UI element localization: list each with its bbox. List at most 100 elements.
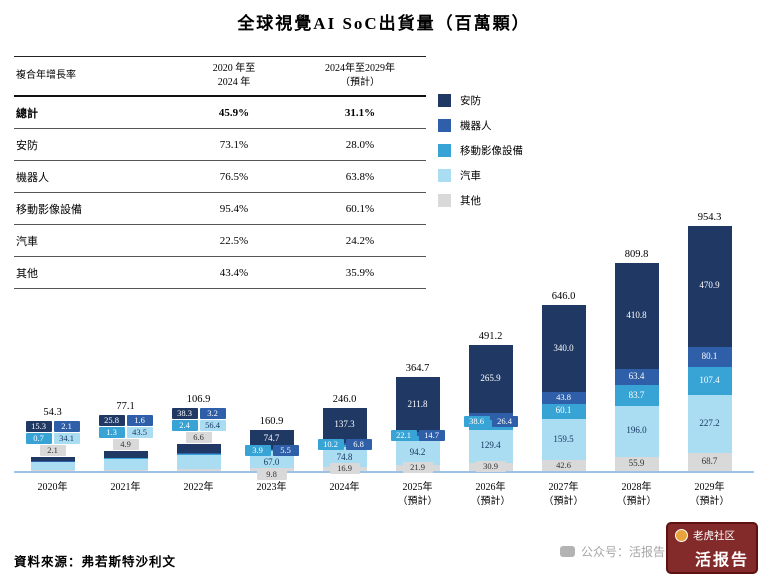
table-header-row: 複合年增長率 2020 年至 2024 年 2024年至2029年 （預計） (14, 57, 426, 97)
bar-segment (30, 457, 75, 461)
segment-label: 80.1 (701, 351, 718, 362)
x-axis-label: 2021年 (110, 482, 141, 493)
bar-segment (176, 469, 221, 471)
segment-label: 43.8 (548, 392, 579, 404)
x-axis-label: 2029年 （預計） (689, 482, 730, 507)
segment-label: 3.2 (199, 407, 226, 419)
table-cell: 43.4% (219, 266, 249, 279)
table-row: 其他 43.4% 35.9% (14, 257, 426, 289)
segment-label: 1.3 (98, 427, 125, 439)
table-cell: 63.8% (345, 170, 375, 183)
bar-segment (322, 407, 367, 444)
x-axis-label: 2024年 (329, 482, 360, 493)
watermark-badge: 公众号：活报告 (560, 543, 665, 560)
bar-segment (541, 403, 586, 420)
bar-segment (176, 443, 221, 454)
x-axis-label: 2028年 （預計） (616, 482, 657, 507)
bar-segment (468, 419, 513, 430)
legend-swatch (438, 144, 451, 157)
bar-segment (468, 429, 513, 464)
legend-item: 汽車 (438, 163, 523, 188)
x-axis-label: 2027年 （預計） (543, 482, 584, 507)
bar-segment (687, 395, 732, 454)
legend-item: 移動影像設備 (438, 138, 523, 163)
table-row: 安防 73.1% 28.0% (14, 129, 426, 161)
segment-label: 94.2 (409, 447, 426, 458)
bar-segment (30, 461, 75, 471)
segment-label: 38.6 (463, 415, 490, 427)
bar-total-label: 160.9 (259, 415, 284, 427)
table-cell: 35.9% (345, 266, 375, 279)
segment-label: 2.1 (39, 445, 66, 457)
bar-total-label: 646.0 (551, 291, 576, 303)
x-axis-label: 2023年 (256, 482, 287, 493)
table-header-2020-2024: 2020 年至 2024 年 (212, 63, 256, 88)
segment-label: 3.9 (244, 444, 271, 456)
legend: 安防 機器人 移動影像設備 汽車 其他 (438, 88, 523, 213)
table-row: 移動影像設備 95.4% 60.1% (14, 193, 426, 225)
table-cell: 移動影像設備 (16, 203, 82, 216)
table-row: 總計 45.9% 31.1% (14, 97, 426, 129)
bar-segment (176, 454, 221, 455)
table-cell: 22.5% (219, 234, 249, 247)
segment-label: 25.8 (98, 415, 125, 427)
segment-label: 211.8 (407, 398, 428, 409)
segment-label: 6.6 (185, 431, 212, 443)
cagr-table: 複合年增長率 2020 年至 2024 年 2024年至2029年 （預計） 總… (14, 56, 426, 289)
legend-label: 安防 (460, 96, 481, 107)
segment-label: 5.5 (272, 444, 299, 456)
stamp-line1: 老虎社区 (693, 530, 735, 542)
segment-label: 43.5 (126, 427, 153, 439)
bar-segment (614, 384, 659, 407)
segment-label: 470.9 (699, 280, 720, 291)
bar-segment (395, 435, 440, 442)
bar-total-label: 809.8 (624, 249, 649, 261)
table-cell: 汽車 (16, 235, 38, 248)
bar-total-label: 54.3 (43, 407, 62, 419)
bar-segment (468, 344, 513, 414)
segment-label: 30.9 (475, 461, 506, 473)
bar-segment (687, 367, 732, 396)
segment-label: 6.8 (345, 439, 372, 451)
segment-label: 67.0 (263, 457, 280, 468)
segment-label: 129.4 (480, 440, 501, 451)
bar-segment (614, 368, 659, 385)
table-cell: 其他 (16, 267, 38, 280)
stamp-top-row: 老虎社区 (675, 528, 749, 543)
segment-label: 410.8 (626, 309, 647, 320)
bar-segment (322, 443, 367, 445)
bar-segment (395, 431, 440, 436)
segment-label: 10.2 (317, 439, 344, 451)
segment-label: 16.9 (329, 463, 360, 475)
bar-segment (322, 444, 367, 448)
legend-label: 移動影像設備 (460, 146, 523, 157)
bar-segment (322, 447, 367, 467)
bar-segment (249, 448, 294, 451)
table-cell: 31.1% (344, 106, 376, 119)
legend-item: 安防 (438, 88, 523, 113)
watermark-badge-text: 公众号：活报告 (581, 545, 666, 559)
table-cell: 73.1% (219, 138, 249, 151)
chat-bubble-icon (560, 546, 575, 557)
stamp-line2: 活报告 (694, 552, 749, 569)
table-body: 總計 45.9% 31.1% 安防 73.1% 28.0% 機器人 76.5% 63.8% 移動影… (14, 97, 426, 289)
bar-total-label: 246.0 (332, 393, 357, 405)
segment-label: 55.9 (628, 457, 645, 468)
segment-label: 42.6 (548, 459, 579, 471)
segment-label: 2.1 (53, 421, 80, 433)
bar-segment (541, 305, 586, 393)
bar-segment (103, 458, 148, 470)
table-cell: 76.5% (219, 170, 249, 183)
segment-label: 22.1 (390, 430, 417, 442)
bar-segment (176, 453, 221, 455)
segment-label: 56.4 (199, 419, 226, 431)
source-note: 資料來源：弗若斯特沙利文 (14, 555, 177, 569)
chart-title: 全球視覺AI SoC出貨量（百萬顆） (237, 14, 531, 33)
table-cell: 60.1% (345, 202, 375, 215)
bar-total-label: 364.7 (405, 363, 430, 375)
table-row: 汽車 22.5% 24.2% (14, 225, 426, 257)
legend-swatch (438, 169, 451, 182)
bar-segment (468, 413, 513, 420)
